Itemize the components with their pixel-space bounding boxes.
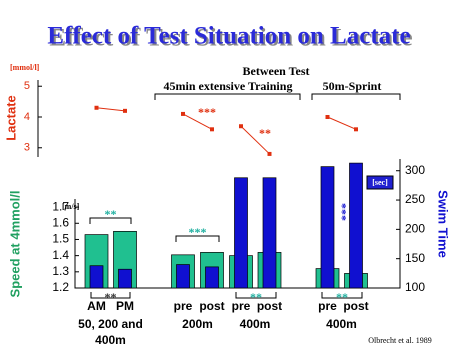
y-tick-label: 1.7 (52, 199, 69, 213)
bar (89, 265, 104, 289)
phase-label: 45min extensive Training (164, 79, 293, 93)
unit-box (366, 175, 394, 190)
lactate-line (96, 107, 126, 112)
bar (234, 177, 248, 289)
y2-tick-label: 150 (405, 251, 425, 265)
y2-tick-label: 200 (405, 222, 425, 236)
y2-tick-label: 250 (405, 192, 425, 206)
lactate-point (210, 127, 214, 132)
significance: *** (189, 225, 207, 239)
title-shadow: Effect of Test Situation on Lactate (49, 25, 412, 52)
phase-bracket (154, 93, 401, 100)
group-label: 400m (240, 317, 271, 331)
bar (349, 162, 363, 289)
x-tick-label: PM (116, 299, 134, 313)
lactate-line (240, 125, 270, 155)
bar (118, 268, 132, 289)
phase-label: 50m-Sprint (323, 79, 382, 93)
y2-axis-label: Swim Time (436, 190, 451, 258)
y-unit: [mmol/l] (10, 63, 40, 72)
significance: *** (335, 203, 349, 221)
lactate-point (181, 111, 185, 116)
y2-tick-label: 100 (405, 280, 425, 294)
y-tick-label: 3 (24, 142, 30, 154)
header: Between Test (243, 64, 310, 78)
y-axis-label: Lactate (3, 95, 18, 141)
y2-unit: [sec] (372, 178, 388, 187)
x-tick-label: pre (174, 299, 193, 313)
bar (176, 264, 190, 289)
lactate-point (325, 115, 330, 119)
x-tick-label: post (343, 299, 368, 313)
significance: ** (336, 290, 348, 304)
bar (205, 266, 219, 289)
bar (320, 166, 335, 289)
group-label: 200m (182, 317, 213, 331)
significance: ** (250, 290, 262, 304)
lactate-point (123, 108, 127, 113)
y-tick-label: 1.4 (52, 248, 69, 262)
x-tick-label: pre (232, 299, 251, 313)
group-label: 400m (95, 333, 126, 347)
lactate-point (94, 105, 99, 110)
y-tick-label: 1.2 (52, 280, 69, 294)
lactate-point (354, 127, 358, 132)
lactate-line (182, 113, 213, 130)
x-tick-label: post (199, 299, 224, 313)
significance: ** (259, 126, 271, 140)
significance-bracket (89, 217, 363, 299)
group-label: 400m (326, 317, 357, 331)
y-unit: [m/s] (62, 202, 80, 211)
group-label: 50, 200 and (78, 317, 143, 331)
lactate-line (327, 116, 357, 130)
y-tick-label: 1.3 (52, 264, 69, 278)
significance: ** (105, 207, 117, 221)
x-tick-label: AM (87, 299, 106, 313)
y-tick-label: 1.5 (52, 232, 69, 246)
x-tick-label: pre (318, 299, 337, 313)
lactate-point (267, 151, 272, 156)
source: Olbrecht et al. 1989 (368, 336, 432, 345)
bar (262, 177, 277, 289)
y-axis-label: Speed at 4mmol/l (7, 191, 22, 298)
y2-tick-label: 300 (405, 163, 425, 177)
significance: *** (198, 105, 216, 119)
y-tick-label: 5 (24, 80, 30, 92)
y-tick-label: 4 (24, 111, 30, 123)
significance: ** (105, 290, 117, 304)
y-tick-label: 1.6 (52, 215, 69, 229)
chart-title: Effect of Test Situation on Lactate (47, 23, 410, 50)
lactate-point (239, 124, 243, 129)
x-tick-label: post (257, 299, 282, 313)
